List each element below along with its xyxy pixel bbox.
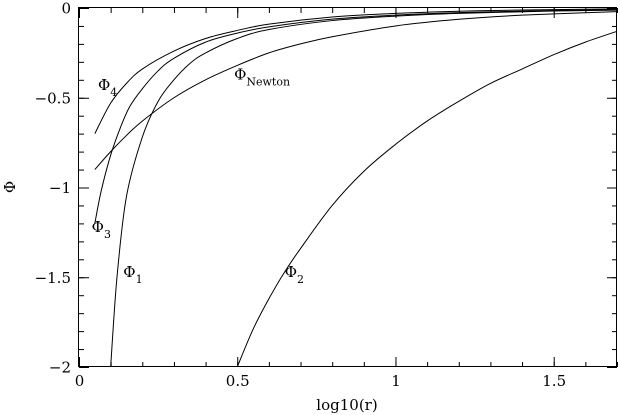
x-tick-label: 1 — [391, 372, 401, 390]
y-axis-label: Φ — [1, 181, 19, 193]
curve-label-base: Φ — [285, 263, 297, 281]
curve-label-phi4: Φ4 — [98, 76, 117, 99]
curve-label-phi3: Φ3 — [92, 218, 111, 241]
curve-label-subscript: Newton — [246, 75, 290, 88]
y-tick-label: −1.5 — [35, 269, 71, 287]
x-tick-label: 1.5 — [542, 372, 566, 390]
x-axis-label: log10(r) — [316, 396, 377, 414]
curve-label-subscript: 4 — [110, 86, 117, 99]
curve-label-base: Φ — [123, 263, 135, 281]
curve-label-phinewton: ΦNewton — [234, 65, 290, 88]
y-tick-label: −0.5 — [35, 89, 71, 107]
curve-label-subscript: 3 — [104, 228, 111, 241]
x-tick-label: 0.5 — [226, 372, 250, 390]
plot-frame — [78, 7, 617, 367]
curves-layer — [94, 8, 618, 368]
curve-phi2 — [236, 30, 618, 368]
y-tick-label: −1 — [49, 179, 71, 197]
x-tick-label: 0 — [75, 372, 85, 390]
curve-label-base: Φ — [98, 76, 110, 94]
curve-phi4 — [94, 8, 618, 134]
curve-phinewton — [94, 11, 618, 170]
curve-label-phi1: Φ1 — [123, 263, 142, 286]
y-tick-label: 0 — [61, 0, 71, 18]
ticks-layer: 0 0.5 1 1.5 0 −0.5 −1 −1.5 −2 — [35, 0, 618, 390]
curve-label-phi2: Φ2 — [285, 263, 304, 286]
curve-label-base: Φ — [234, 65, 246, 83]
curve-phi3 — [94, 9, 618, 224]
curve-phi1 — [110, 9, 618, 368]
curve-label-subscript: 1 — [136, 273, 143, 286]
curve-label-base: Φ — [92, 218, 104, 236]
curve-label-subscript: 2 — [297, 273, 304, 286]
y-tick-label: −2 — [49, 359, 71, 377]
